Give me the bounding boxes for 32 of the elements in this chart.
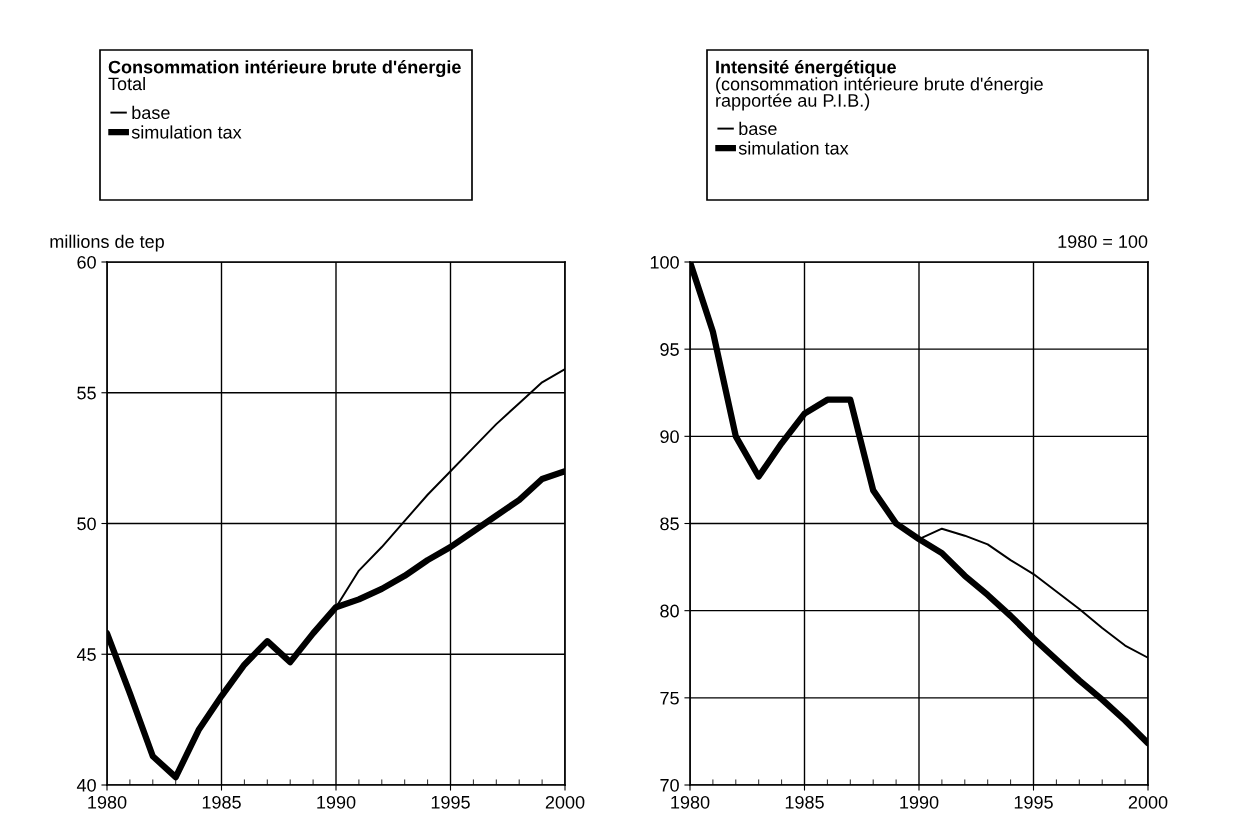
legend-label: simulation tax bbox=[738, 141, 849, 155]
y-tick-label: 45 bbox=[76, 648, 96, 661]
y-tick-label: 60 bbox=[77, 255, 96, 269]
x-tick-label: 1990 bbox=[900, 795, 939, 809]
chart-subtitle: Total bbox=[108, 77, 145, 91]
x-tick-label: 2000 bbox=[1128, 795, 1168, 809]
y-tick-label: 100 bbox=[650, 255, 679, 269]
x-tick-label: 1995 bbox=[431, 795, 470, 809]
y-tick-label: 40 bbox=[76, 778, 96, 792]
y-axis-title: millions de tep bbox=[50, 234, 164, 252]
y-tick-label: 50 bbox=[77, 517, 96, 531]
y-tick-label: 55 bbox=[77, 386, 96, 400]
x-tick-label: 1990 bbox=[317, 795, 356, 809]
legend-label: base bbox=[132, 105, 170, 120]
y-tick-label: 70 bbox=[660, 778, 679, 792]
legend-label: base bbox=[739, 121, 777, 136]
legend-label: simulation tax bbox=[131, 125, 242, 139]
text: 1980 = 100 bbox=[1058, 235, 1148, 248]
chart-title: Intensité énergétique bbox=[716, 60, 896, 78]
chart-subtitle: (consommation intérieure brute d'énergie rapportée au P.I.B.) bbox=[716, 77, 1043, 111]
y-tick-label: 80 bbox=[660, 604, 679, 618]
x-tick-label: 1995 bbox=[1014, 795, 1053, 809]
y-tick-label: 85 bbox=[660, 517, 679, 531]
y-tick-label: 90 bbox=[660, 430, 679, 444]
y-tick-label: 75 bbox=[660, 691, 679, 705]
chart-title: Consommation intérieure brute d'énergie bbox=[108, 60, 461, 78]
y-tick-label: 95 bbox=[660, 343, 679, 356]
x-tick-label: 1980 bbox=[671, 795, 710, 809]
x-tick-label: 1980 bbox=[88, 795, 127, 809]
x-tick-label: 1985 bbox=[785, 795, 824, 809]
x-tick-label: 1985 bbox=[202, 795, 241, 809]
x-tick-label: 2000 bbox=[545, 795, 585, 809]
